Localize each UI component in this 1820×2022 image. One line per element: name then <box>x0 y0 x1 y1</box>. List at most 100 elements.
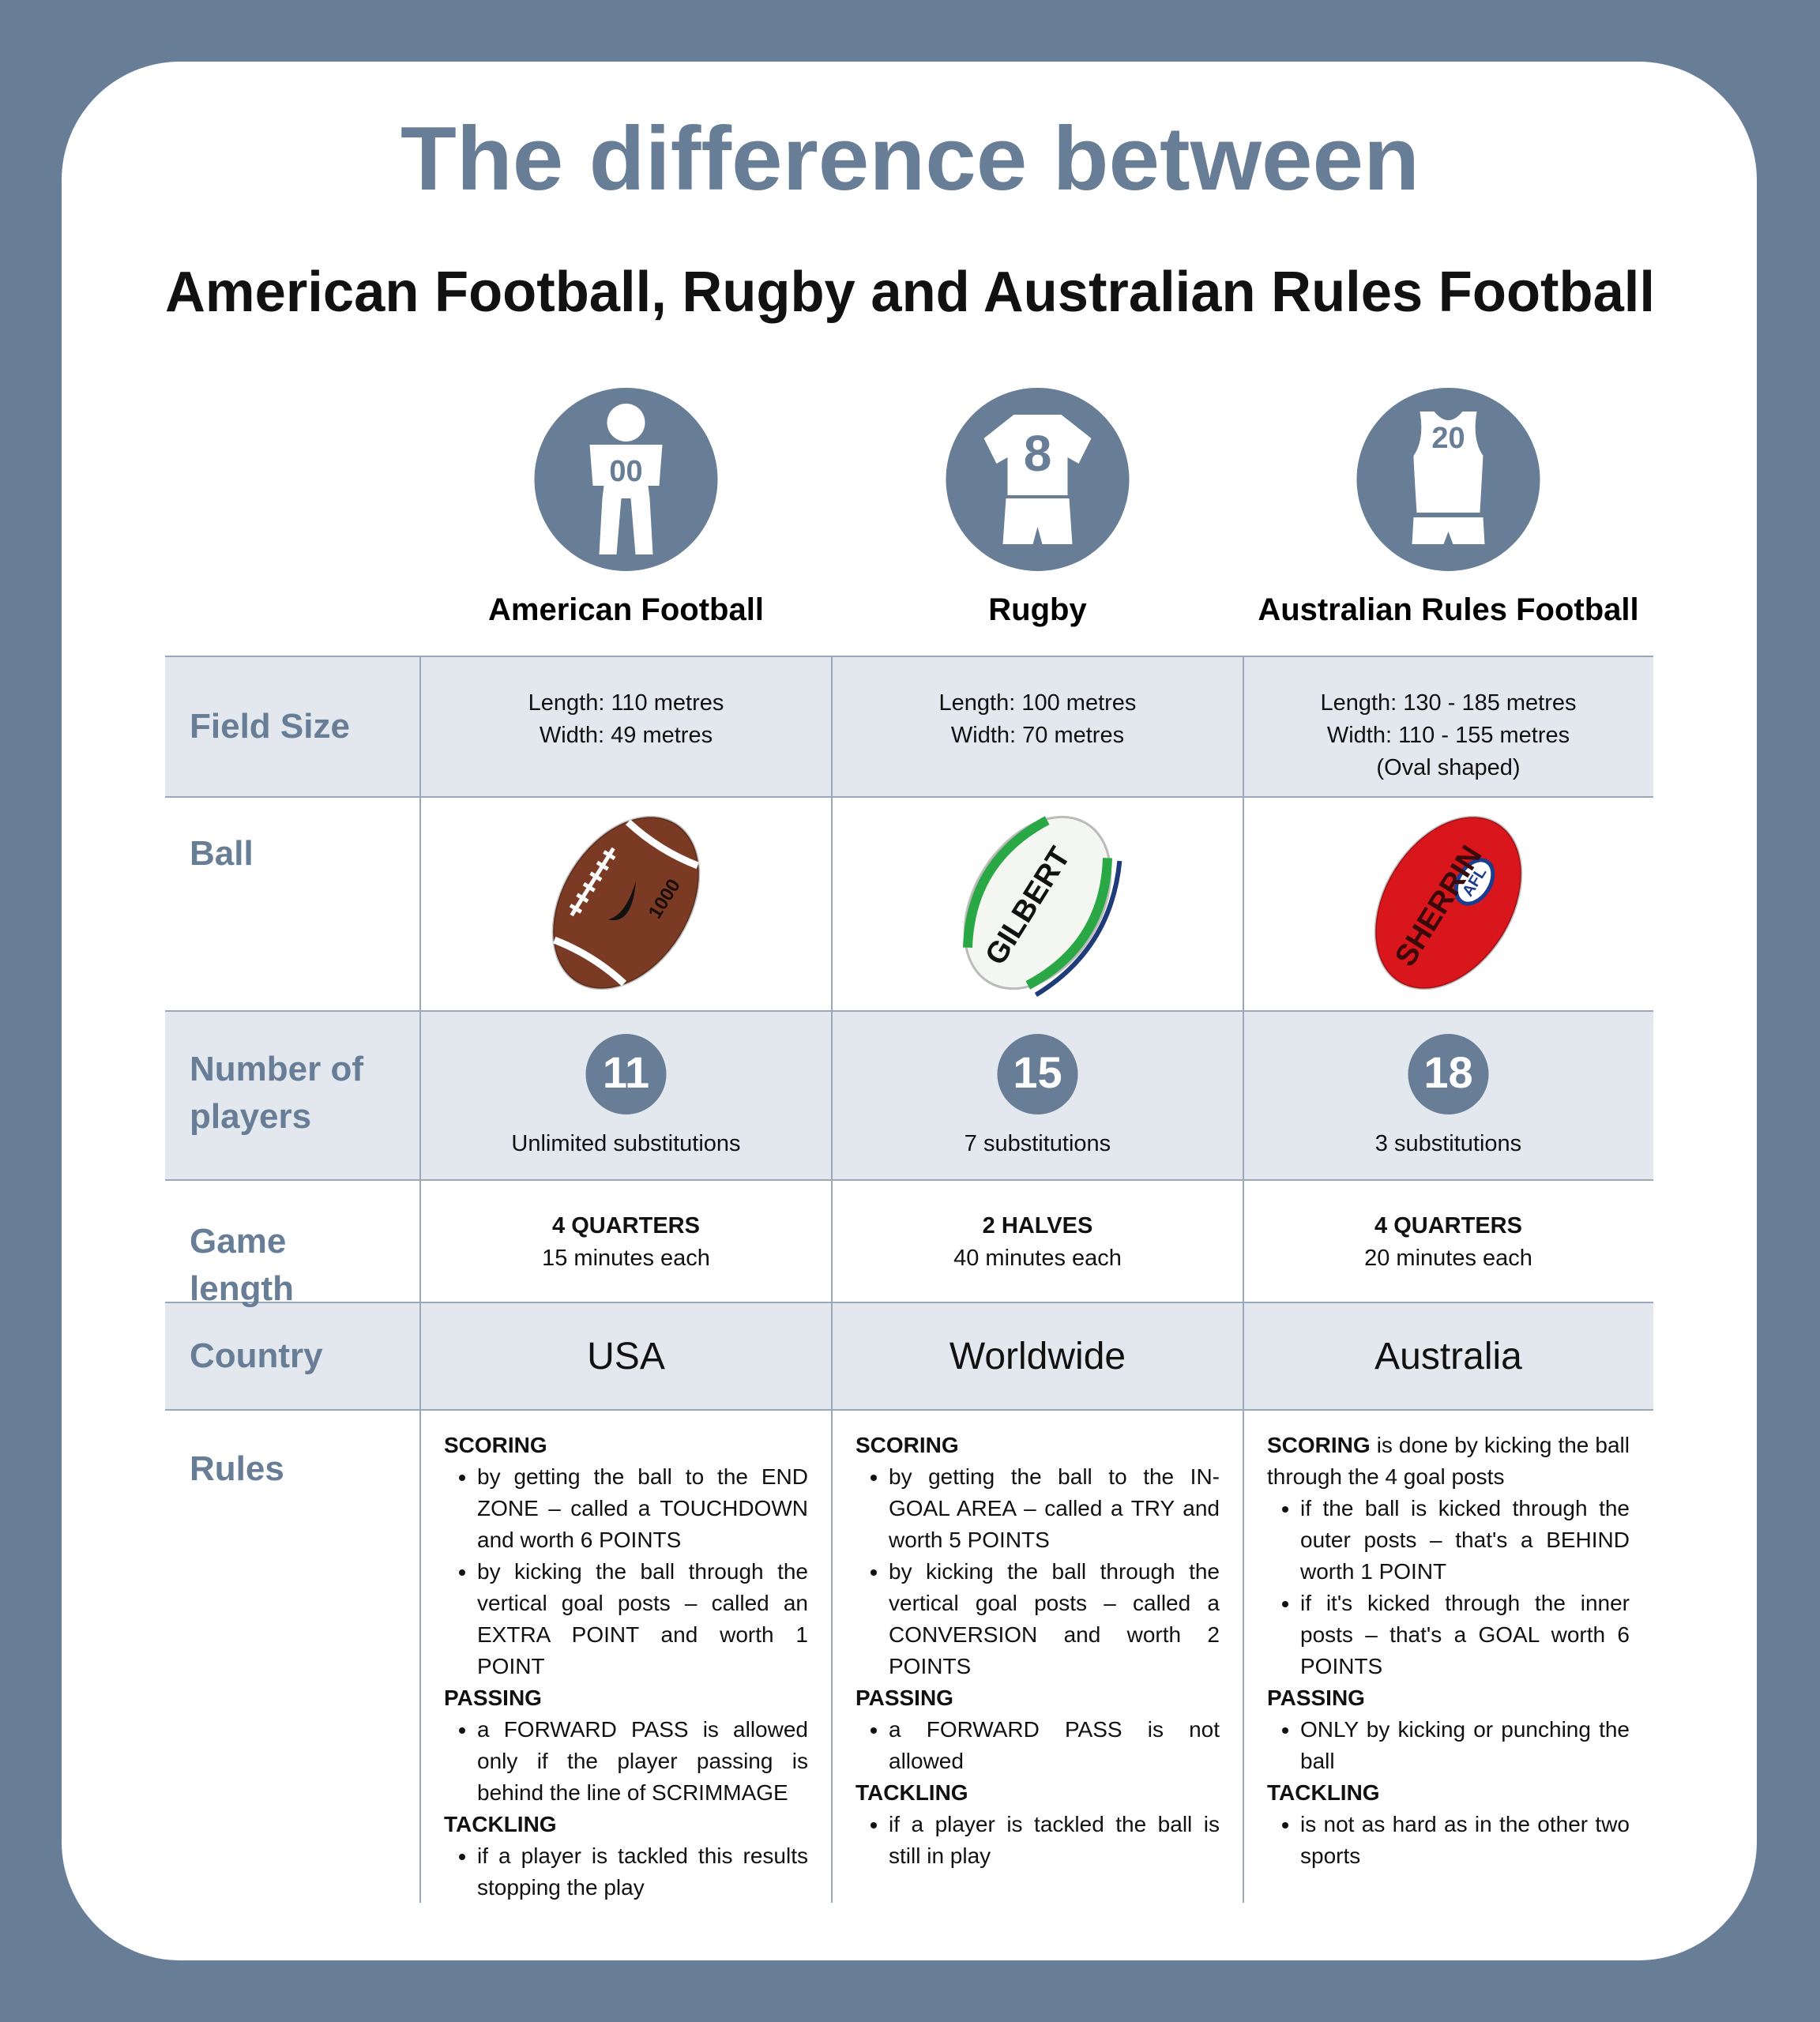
row-label: Field Size <box>190 707 350 746</box>
player-count: 11 <box>603 1047 649 1097</box>
duration: 40 minutes each <box>953 1246 1122 1271</box>
rule-list: is not as hard as in the other two sport… <box>1267 1809 1630 1872</box>
heading: SCORING <box>855 1433 959 1457</box>
heading: PASSING <box>1267 1686 1365 1710</box>
field-size: Length: 110 metres Width: 49 metres <box>420 687 832 752</box>
lace <box>582 881 596 893</box>
count-circle <box>585 1034 667 1114</box>
heading: PASSING <box>444 1686 542 1710</box>
rule: ONLY by kicking or punching the ball <box>1300 1714 1630 1777</box>
rule-heading: TACKLING <box>1267 1777 1630 1809</box>
rule: by kicking the ball through the vertical… <box>889 1556 1220 1682</box>
substitutions: 3 substitutions <box>1374 1131 1522 1156</box>
rule-list: if the ball is kicked through the outer … <box>1267 1493 1630 1682</box>
heading: TACKLING <box>1267 1780 1380 1805</box>
rule-heading: SCORING <box>855 1430 1220 1461</box>
row-label: Rules <box>190 1449 284 1488</box>
substitutions: Unlimited substitutions <box>511 1131 741 1156</box>
count-circle <box>997 1034 1078 1114</box>
rule-list: if a player is tackled this results stop… <box>444 1840 808 1904</box>
jersey <box>983 415 1092 544</box>
rule-heading: PASSING <box>855 1682 1220 1714</box>
rule-list: by getting the ball to the END ZONE – ca… <box>444 1461 808 1682</box>
rules-text: SCORING is done by kicking the ball throu… <box>1267 1430 1630 1872</box>
rule-heading: SCORING <box>444 1430 808 1461</box>
lace <box>589 871 603 882</box>
game-length: 4 QUARTERS 20 minutes each <box>1243 1210 1653 1275</box>
country: Worldwide <box>949 1336 1126 1377</box>
rule: if a player is tackled the ball is still… <box>889 1809 1220 1872</box>
field-line: Width: 70 metres <box>950 723 1125 748</box>
count-circle <box>1408 1034 1489 1114</box>
periods: 2 HALVES <box>982 1213 1093 1238</box>
heading: TACKLING <box>855 1780 968 1805</box>
rule: by kicking the ball through the vertical… <box>477 1556 808 1682</box>
field-line: Length: 100 metres <box>938 690 1137 716</box>
heading: PASSING <box>855 1686 953 1710</box>
column-name: Australian Rules Football <box>1258 592 1639 627</box>
field-line: Width: 49 metres <box>539 723 713 748</box>
stripe <box>962 816 1050 948</box>
lace <box>569 904 583 914</box>
laces <box>570 847 615 917</box>
player-count: 15 <box>1013 1047 1062 1097</box>
field-line: Width: 110 - 155 metres <box>1326 723 1570 748</box>
swoosh <box>607 881 637 921</box>
rule: if the ball is kicked through the outer … <box>1300 1493 1630 1588</box>
icon: 20 <box>1412 412 1485 544</box>
row-label: Number of players <box>190 1050 363 1136</box>
rule-heading: TACKLING <box>855 1777 1220 1809</box>
field-size: Length: 130 - 185 metres Width: 110 - 155… <box>1243 687 1653 784</box>
rule-list: ONLY by kicking or punching the ball <box>1267 1714 1630 1777</box>
rule: by getting the ball to the END ZONE – ca… <box>477 1461 808 1556</box>
field-line: (Oval shaped) <box>1376 755 1521 780</box>
row-band <box>165 1302 1653 1410</box>
lace <box>576 893 589 904</box>
rule: a FORWARD PASS is allowed only if the pl… <box>477 1714 808 1809</box>
row-band <box>165 1011 1653 1180</box>
stripe <box>553 936 627 987</box>
lace <box>596 860 609 871</box>
rule: is not as hard as in the other two sport… <box>1300 1809 1630 1872</box>
periods: 4 QUARTERS <box>1374 1213 1522 1238</box>
field-line: Length: 130 - 185 metres <box>1320 690 1577 716</box>
rules-text: SCORING by getting the ball to the IN-GOA… <box>855 1430 1220 1872</box>
stripe <box>625 819 699 870</box>
ball: 1000 <box>551 815 701 990</box>
intro: is done by kicking the ball through the … <box>1267 1433 1630 1489</box>
rule-list: a FORWARD PASS is allowed only if the pl… <box>444 1714 808 1809</box>
badge-oval <box>1453 858 1495 906</box>
column-name: American Football <box>488 592 764 627</box>
ball-body <box>551 815 701 990</box>
title: The difference between <box>400 109 1420 209</box>
icon-number: 8 <box>1024 425 1052 482</box>
row-label: Game length <box>190 1222 294 1308</box>
rules-text: SCORING by getting the ball to the END ZO… <box>444 1430 808 1904</box>
ball: GILBERT <box>962 815 1122 998</box>
column-name: Rugby <box>988 592 1087 627</box>
singlet <box>1412 412 1485 544</box>
country: Australia <box>1374 1336 1522 1377</box>
heading: TACKLING <box>444 1812 557 1836</box>
stripe <box>1034 860 1122 998</box>
field-size: Length: 100 metres Width: 70 metres <box>832 687 1243 752</box>
country: USA <box>587 1336 665 1377</box>
rule: by getting the ball to the IN-GOAL AREA … <box>889 1461 1220 1556</box>
rule-heading: PASSING <box>444 1682 808 1714</box>
duration: 20 minutes each <box>1364 1246 1532 1271</box>
icon: 00 <box>589 404 663 554</box>
rule-list: a FORWARD PASS is not allowed <box>855 1714 1220 1777</box>
periods: 4 QUARTERS <box>552 1213 700 1238</box>
substitutions: 7 substitutions <box>964 1131 1111 1156</box>
rule-heading: SCORING is done by kicking the ball throu… <box>1267 1430 1630 1493</box>
rule-list: if a player is tackled the ball is still… <box>855 1809 1220 1872</box>
rule-heading: TACKLING <box>444 1809 808 1840</box>
subtitle: American Football, Rugby and Australian … <box>165 261 1655 324</box>
game-length: 2 HALVES 40 minutes each <box>832 1210 1243 1275</box>
heading: SCORING <box>1267 1433 1371 1457</box>
helmet <box>607 404 645 442</box>
duration: 15 minutes each <box>542 1246 710 1271</box>
rule-heading: PASSING <box>1267 1682 1630 1714</box>
